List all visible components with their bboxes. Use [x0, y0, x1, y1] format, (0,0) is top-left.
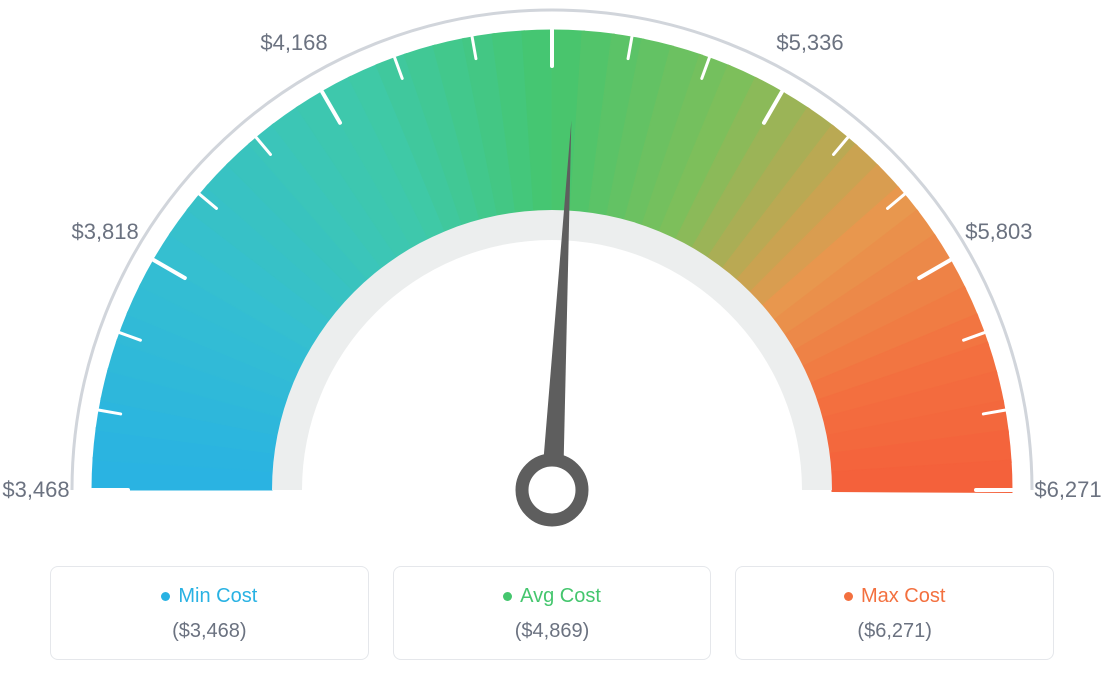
gauge-tick-label: $5,336	[776, 30, 843, 56]
gauge-hub	[522, 460, 582, 520]
legend-card: Max Cost ($6,271)	[735, 566, 1054, 660]
gauge-tick-label: $3,818	[71, 219, 138, 245]
legend-row: Min Cost ($3,468) Avg Cost ($4,869) Max Cost…	[50, 566, 1054, 660]
gauge-tick-label: $4,168	[260, 30, 327, 56]
legend-dot-icon	[503, 592, 512, 601]
gauge-svg	[0, 0, 1104, 560]
gauge-chart: $3,468$3,818$4,168$4,869$5,336$5,803$6,2…	[0, 0, 1104, 560]
legend-title: Max Cost	[844, 585, 945, 608]
legend-dot-icon	[844, 592, 853, 601]
legend-title-text: Avg Cost	[520, 585, 601, 608]
gauge-tick-label: $3,468	[2, 477, 69, 503]
legend-title: Avg Cost	[503, 585, 601, 608]
legend-title: Min Cost	[161, 585, 257, 608]
legend-card: Min Cost ($3,468)	[50, 566, 369, 660]
legend-title-text: Max Cost	[861, 585, 945, 608]
legend-value: ($6,271)	[756, 620, 1033, 643]
legend-card: Avg Cost ($4,869)	[393, 566, 712, 660]
legend-title-text: Min Cost	[178, 585, 257, 608]
gauge-tick-label: $5,803	[965, 219, 1032, 245]
legend-value: ($3,468)	[71, 620, 348, 643]
legend-dot-icon	[161, 592, 170, 601]
legend-value: ($4,869)	[414, 620, 691, 643]
gauge-tick-label: $6,271	[1034, 477, 1101, 503]
